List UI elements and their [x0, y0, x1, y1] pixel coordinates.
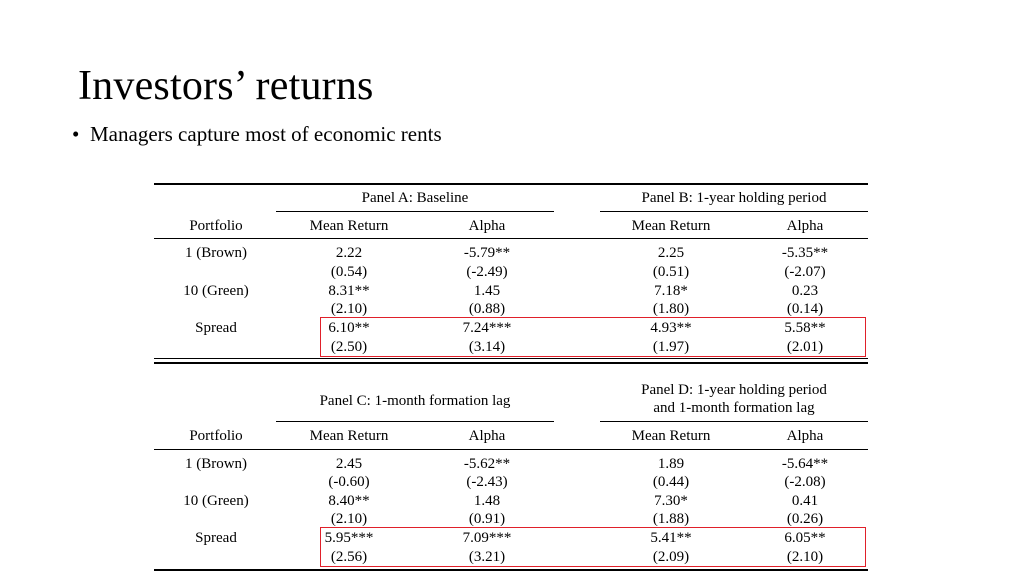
bottom-col-c-alpha: Alpha	[468, 428, 506, 444]
top-col-b-alpha: Alpha	[786, 218, 824, 234]
table-cell: -5.64**	[781, 456, 829, 472]
bottom-table-top-rule	[154, 362, 868, 364]
table-cell: (1.88)	[652, 511, 690, 527]
table-cell: 0.23	[791, 283, 819, 299]
table-cell: (2.10)	[330, 511, 368, 527]
table-cell: Spread	[195, 530, 237, 546]
table-cell: 1.89	[657, 456, 685, 472]
panel-d-underline	[600, 421, 868, 422]
bottom-col-d-alpha: Alpha	[786, 428, 824, 444]
bullet-point: • Managers capture most of economic rents	[72, 120, 442, 148]
table-cell: Spread	[195, 320, 237, 336]
panel-c-underline	[276, 421, 554, 422]
table-cell: 7.24***	[462, 320, 512, 336]
table-cell: 2.22	[335, 245, 363, 261]
table-cell: (-2.08)	[784, 474, 826, 490]
table-cell: 6.05**	[784, 530, 826, 546]
panel-b-underline	[600, 211, 868, 212]
top-table-bottom-rule	[154, 358, 868, 359]
top-col-portfolio: Portfolio	[189, 218, 243, 234]
table-cell: 1 (Brown)	[184, 456, 248, 472]
table-cell: (0.51)	[652, 264, 690, 280]
table-cell: 10 (Green)	[183, 493, 249, 509]
table-cell: (-2.43)	[466, 474, 508, 490]
table-cell: (2.50)	[330, 339, 368, 355]
panel-a-underline	[276, 211, 554, 212]
table-cell: 6.10**	[328, 320, 370, 336]
top-col-b-mean: Mean Return	[631, 218, 711, 234]
table-cell: (0.91)	[468, 511, 506, 527]
table-cell: -5.79**	[463, 245, 511, 261]
top-table-top-rule	[154, 183, 868, 185]
table-cell: 1.48	[473, 493, 501, 509]
panel-c-title: Panel C: 1-month formation lag	[319, 393, 511, 409]
top-table-header-rule	[154, 238, 868, 239]
table-cell: -5.35**	[781, 245, 829, 261]
table-cell: 1 (Brown)	[184, 245, 248, 261]
table-cell: 10 (Green)	[183, 283, 249, 299]
table-cell: (2.56)	[330, 549, 368, 565]
table-cell: (-2.07)	[784, 264, 826, 280]
table-cell: (0.14)	[786, 301, 824, 317]
table-cell: 7.09***	[462, 530, 512, 546]
panel-a-title: Panel A: Baseline	[361, 190, 469, 206]
table-cell: -5.62**	[463, 456, 511, 472]
table-cell: 8.40**	[328, 493, 370, 509]
table-cell: 5.95***	[324, 530, 374, 546]
table-cell: (-2.49)	[466, 264, 508, 280]
table-cell: (2.09)	[652, 549, 690, 565]
table-cell: 7.18*	[654, 283, 688, 299]
bottom-col-d-mean: Mean Return	[631, 428, 711, 444]
bottom-col-c-mean: Mean Return	[309, 428, 389, 444]
top-col-a-alpha: Alpha	[468, 218, 506, 234]
table-cell: (2.10)	[786, 549, 824, 565]
table-cell: 8.31**	[328, 283, 370, 299]
bottom-col-portfolio: Portfolio	[189, 428, 243, 444]
table-cell: (1.80)	[652, 301, 690, 317]
table-cell: (0.44)	[652, 474, 690, 490]
table-cell: 4.93**	[650, 320, 692, 336]
table-cell: (2.10)	[330, 301, 368, 317]
table-cell: (-0.60)	[328, 474, 370, 490]
table-cell: 5.58**	[784, 320, 826, 336]
table-cell: 2.45	[335, 456, 363, 472]
panel-b-title: Panel B: 1-year holding period	[641, 190, 827, 206]
table-cell: (0.54)	[330, 264, 368, 280]
table-cell: (1.97)	[652, 339, 690, 355]
table-cell: (3.21)	[468, 549, 506, 565]
panel-d-title-line2: and 1-month formation lag	[653, 400, 815, 416]
table-cell: (3.14)	[468, 339, 506, 355]
table-cell: 7.30*	[654, 493, 688, 509]
bullet-icon: •	[72, 122, 80, 146]
table-cell: 1.45	[473, 283, 501, 299]
top-col-a-mean: Mean Return	[309, 218, 389, 234]
slide-title: Investors’ returns	[78, 63, 374, 109]
top-spread-highlight-box	[320, 317, 866, 357]
bottom-spread-highlight-box	[320, 527, 866, 567]
table-cell: 2.25	[657, 245, 685, 261]
table-cell: 5.41**	[650, 530, 692, 546]
bottom-table-header-rule	[154, 449, 868, 450]
table-cell: (2.01)	[786, 339, 824, 355]
table-cell: (0.26)	[786, 511, 824, 527]
table-cell: 0.41	[791, 493, 819, 509]
bottom-table-bottom-rule	[154, 569, 868, 571]
bullet-text: Managers capture most of economic rents	[90, 122, 442, 146]
table-cell: (0.88)	[468, 301, 506, 317]
panel-d-title-line1: Panel D: 1-year holding period	[641, 382, 827, 398]
